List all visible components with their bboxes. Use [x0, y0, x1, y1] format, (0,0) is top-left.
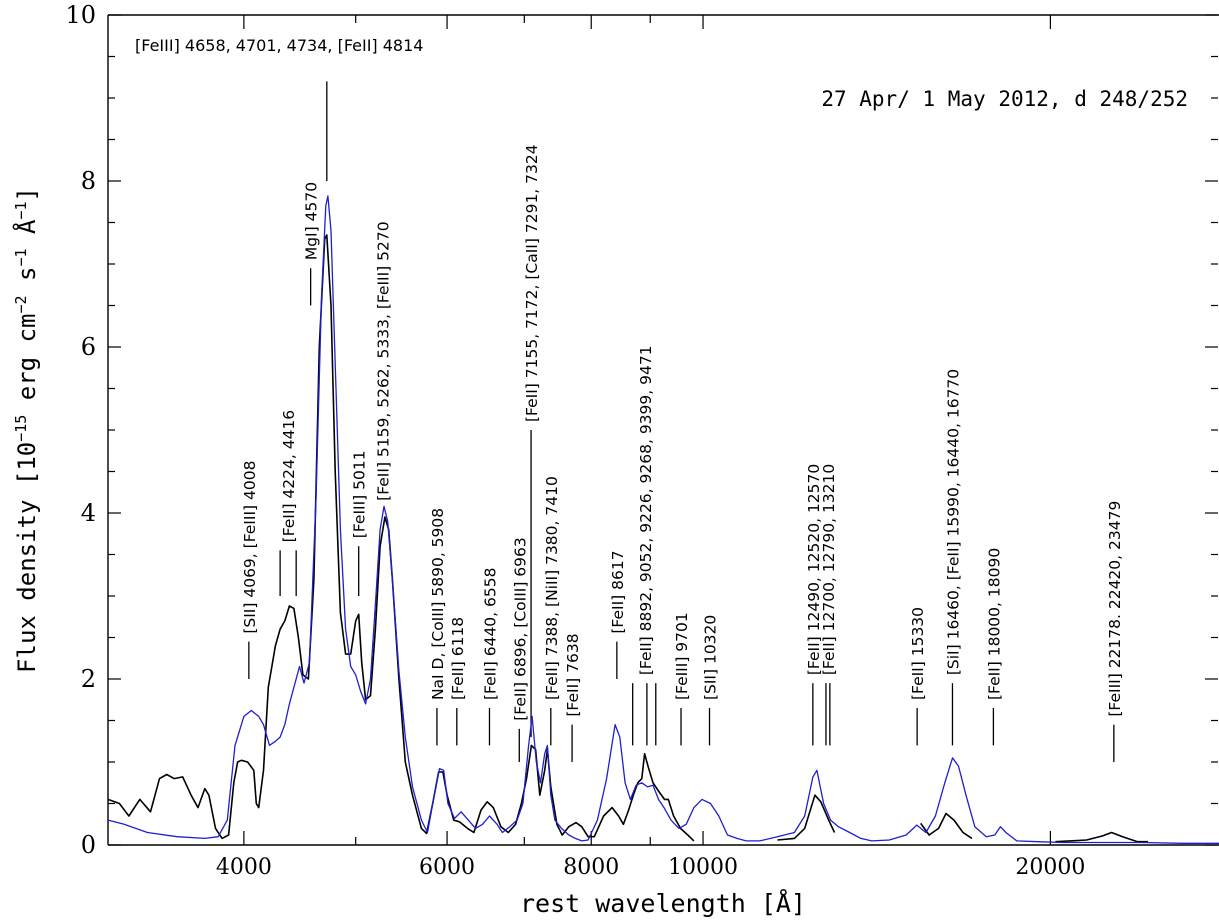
line-annotations: [SII] 4069, [FeIII] 4008 [FeII] 4224, 441… [135, 36, 1124, 762]
annotation-label: [FeII] 4224, 4416 [280, 410, 298, 543]
y-axis-label: Flux density [10−15 erg cm−2 s−1 Å−1] [12, 187, 41, 673]
data-series [107, 195, 1219, 844]
spectrum-observed-line [107, 234, 695, 842]
annotation-label: [FeIII] 5011 [351, 450, 369, 538]
x-tick-label: 6000 [419, 855, 475, 880]
annotation-label: [FeII] 8892, 9052, 9226, 9268, 9399, 947… [637, 345, 655, 675]
annotation-label: [FeII] 6118 [449, 617, 467, 700]
annotation-label: [SII] 10320 [702, 615, 720, 700]
annotation-label: [SiI] 16460, [FeII] 15990, 16440, 16770 [944, 369, 962, 675]
y-label-mid2: s [13, 267, 41, 296]
y-label-exp1: −15 [12, 415, 30, 442]
x-tick-label: 8000 [563, 855, 619, 880]
x-tick-label: 20000 [1015, 855, 1085, 880]
spectrum-model-line [107, 195, 1219, 844]
y-label-exp2: −2 [12, 295, 30, 313]
y-tick-label: 10 [65, 1, 96, 29]
x-axis-label: rest wavelength [Å] [520, 889, 806, 918]
plot-frame [107, 14, 1219, 846]
annotation-label: [FeII] 8617 [609, 550, 627, 633]
y-tick-label: 0 [81, 831, 96, 859]
annotation-label: [FeIII] 9701 [673, 612, 691, 700]
x-tick-label: 4000 [216, 855, 272, 880]
annotation-label: [FeII] 12700, 12790, 13210 [820, 464, 838, 675]
annotation-label: [FeII] 18000, 18090 [985, 548, 1003, 700]
y-tick-label: 4 [81, 499, 96, 527]
y-label-exp3: −1 [12, 248, 30, 266]
epoch-label: 27 Apr/ 1 May 2012, d 248/252 [821, 87, 1188, 111]
annotation-label: [FeII] 6896, [CoIII] 6963 [511, 537, 529, 721]
spectrum-observed-line [1055, 831, 1148, 843]
annotation-label: [FeII] 7638 [564, 633, 582, 716]
annotation-label: [FeII] 12490, 12520, 12570 [805, 464, 823, 675]
y-label-mid3: Å [12, 219, 41, 248]
annotation-label: MgI] 4570 [303, 182, 321, 260]
y-label-prefix: Flux density [10 [13, 442, 41, 673]
y-tick-label: 2 [81, 665, 96, 693]
top-annotation-label: [FeIII] 4658, 4701, 4734, [FeII] 4814 [135, 36, 423, 55]
y-axis: 0 2 4 6 8 10 [65, 1, 1218, 859]
x-axis: 4000 6000 8000 10000 20000 [216, 15, 1085, 880]
annotation-label: [FeII] 15330 [909, 607, 927, 700]
x-tick-label: 10000 [668, 855, 738, 880]
annotation-label: [SII] 4069, [FeIII] 4008 [241, 461, 259, 634]
annotation-label: [FeII] 6440, 6558 [481, 568, 499, 701]
y-tick-label: 8 [81, 167, 96, 195]
spectrum-observed-line [920, 812, 973, 840]
spectrum-observed-line [777, 794, 836, 841]
annotation-label: [FeIII] 22178. 22420, 23479 [1106, 501, 1124, 717]
annotation-label: [FeII] 7155, 7172, [CaII] 7291, 7324 [523, 144, 541, 422]
y-label-mid1: erg cm [13, 314, 41, 415]
annotation-label: [FeII] 5159, 5262, 5333, [FeIII] 5270 [375, 221, 393, 500]
annotation-label: NaI D, [CoIII] 5890, 5908 [429, 508, 447, 700]
annotation-label: [FeII] 7388, [NiII] 7380, 7410 [543, 476, 561, 700]
y-label-suffix: ] [13, 187, 41, 201]
y-tick-label: 6 [81, 333, 96, 361]
y-label-exp4: −1 [12, 202, 30, 220]
